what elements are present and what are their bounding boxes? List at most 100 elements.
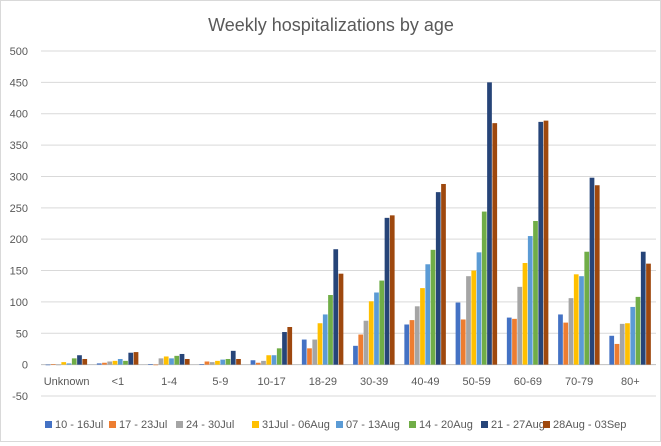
legend-label: 10 - 16Jul — [55, 419, 103, 431]
y-tick-label: 300 — [10, 171, 28, 183]
bar-5-2 — [174, 355, 180, 365]
legend-item-1: 17 - 23Jul — [109, 419, 167, 431]
bar-2-5 — [312, 339, 318, 365]
legend-label: 31Jul - 06Aug — [262, 419, 330, 431]
legend-swatch — [543, 421, 550, 428]
bar-1-11 — [614, 343, 620, 365]
bar-0-7 — [404, 324, 410, 365]
bar-2-6 — [363, 320, 369, 365]
legend-item-3: 31Jul - 06Aug — [252, 419, 330, 431]
bar-0-4 — [250, 360, 256, 365]
bar-3-1 — [112, 360, 118, 365]
bar-0-6 — [353, 345, 358, 365]
bar-1-1 — [102, 362, 107, 365]
y-tick-label: 200 — [10, 234, 28, 246]
bar-6-0 — [77, 355, 82, 365]
bar-4-6 — [374, 292, 379, 365]
x-tick-label: 18-29 — [309, 376, 337, 388]
y-tick-label: 500 — [10, 46, 28, 58]
bar-0-11 — [609, 335, 615, 365]
bar-6-4 — [282, 332, 287, 365]
bar-6-3 — [230, 350, 236, 365]
bar-1-7 — [409, 320, 415, 365]
bar-6-2 — [179, 353, 185, 365]
legend-label: 28Aug - 03Sep — [553, 419, 626, 431]
bar-4-0 — [66, 363, 72, 365]
legend-label: 14 - 20Aug — [419, 419, 473, 431]
bar-7-1 — [133, 352, 139, 365]
bar-3-11 — [625, 323, 630, 365]
bar-5-7 — [430, 249, 436, 365]
bar-7-4 — [287, 327, 293, 365]
bar-7-10 — [594, 185, 600, 365]
bar-4-2 — [169, 358, 174, 365]
legend-item-4: 07 - 13Aug — [336, 419, 400, 431]
bar-3-4 — [266, 355, 272, 365]
bar-4-9 — [527, 236, 533, 365]
legend-swatch — [45, 421, 52, 428]
legend-label: 07 - 13Aug — [346, 419, 400, 431]
bar-2-10 — [568, 298, 574, 365]
y-tick-label: -50 — [12, 391, 28, 403]
bar-4-10 — [579, 276, 584, 365]
bar-0-8 — [455, 302, 461, 365]
bar-1-4 — [255, 362, 261, 365]
bar-2-9 — [517, 286, 523, 365]
y-tick-label: 450 — [10, 77, 28, 89]
bar-2-1 — [107, 361, 113, 365]
bar-3-10 — [573, 274, 579, 365]
bar-0-0 — [45, 364, 51, 366]
bar-4-5 — [322, 314, 328, 365]
bar-7-2 — [184, 358, 190, 365]
bar-2-7 — [414, 306, 420, 365]
bar-1-2 — [153, 364, 159, 366]
y-tick-label: 400 — [10, 109, 28, 121]
bar-7-9 — [543, 120, 549, 365]
bar-4-8 — [476, 252, 482, 365]
y-tick-label: 350 — [10, 140, 28, 152]
bar-1-6 — [358, 334, 364, 365]
bar-6-7 — [435, 192, 441, 365]
legend-label: 21 - 27Aug — [491, 419, 545, 431]
bar-5-10 — [584, 251, 590, 365]
bar-1-10 — [563, 322, 569, 365]
bar-4-4 — [271, 355, 277, 365]
legend-item-2: 24 - 30Jul — [176, 419, 234, 431]
bar-2-3 — [209, 362, 215, 365]
bar-0-2 — [148, 364, 153, 365]
bar-2-11 — [619, 323, 625, 365]
bar-7-5 — [338, 273, 344, 365]
legend-swatch — [252, 421, 259, 428]
legend-item-5: 14 - 20Aug — [409, 419, 473, 431]
bar-3-5 — [317, 323, 323, 365]
bar-6-1 — [128, 352, 134, 365]
bar-3-2 — [163, 356, 169, 365]
legend-swatch — [336, 421, 343, 428]
x-tick-label: 5-9 — [212, 376, 228, 388]
bar-3-0 — [61, 362, 67, 365]
x-tick-label: <1 — [112, 376, 125, 388]
y-tick-label: 100 — [10, 297, 28, 309]
y-axis-ticks: -50 0 50 100 150 200 250 300 350 400 450 500 — [10, 46, 28, 403]
x-tick-label: Unknown — [44, 376, 90, 388]
x-tick-label: 40-49 — [411, 376, 439, 388]
bar-7-6 — [389, 215, 395, 365]
bar-5-11 — [635, 296, 641, 365]
legend-label: 17 - 23Jul — [119, 419, 167, 431]
bar-3-9 — [522, 263, 528, 365]
bar-6-8 — [487, 82, 492, 365]
bar-7-0 — [82, 358, 88, 365]
bar-5-1 — [123, 360, 128, 365]
y-tick-label: 250 — [10, 203, 28, 215]
bar-4-7 — [425, 264, 431, 365]
bar-7-3 — [236, 358, 241, 365]
bar-6-10 — [589, 177, 595, 365]
bar-3-3 — [215, 360, 220, 365]
x-tick-label: 80+ — [621, 376, 640, 388]
bar-1-5 — [307, 348, 312, 365]
legend-swatch — [409, 421, 416, 428]
bar-1-3 — [204, 361, 210, 365]
gridlines — [41, 50, 656, 397]
bar-6-11 — [640, 251, 646, 365]
